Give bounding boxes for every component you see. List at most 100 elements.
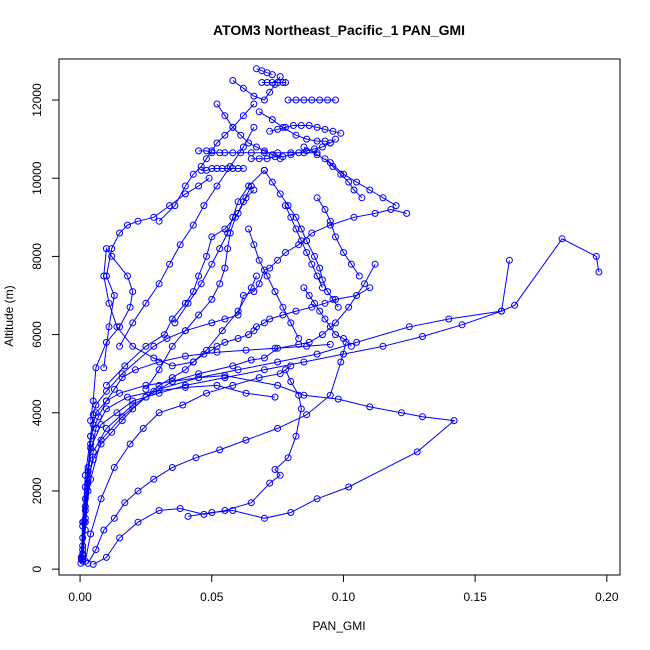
data-point [116, 323, 124, 331]
data-point [255, 108, 263, 116]
data-point [321, 155, 329, 163]
data-point [458, 321, 466, 329]
data-point [505, 256, 513, 264]
data-point [271, 466, 279, 473]
data-point [221, 112, 229, 120]
series-line [198, 150, 318, 154]
data-point [229, 362, 237, 370]
data-point [242, 389, 250, 397]
data-point [255, 155, 263, 163]
data-point [511, 301, 519, 309]
series-line [258, 111, 331, 144]
data-point [334, 303, 342, 311]
data-point [284, 96, 292, 104]
series-line [232, 76, 281, 101]
data-point [266, 264, 274, 272]
series-layer [77, 65, 603, 568]
series-line [87, 342, 347, 564]
data-point [292, 131, 300, 139]
data-point [110, 385, 118, 393]
data-point [311, 145, 318, 153]
data-point [197, 166, 205, 174]
data-point [287, 378, 295, 385]
series-26 [255, 108, 334, 147]
data-point [79, 552, 87, 559]
data-point [268, 151, 276, 159]
series-line [269, 125, 341, 134]
series-line [263, 170, 308, 242]
data-point [181, 383, 189, 391]
data-point [358, 194, 366, 202]
data-point [268, 71, 276, 79]
data-point [234, 335, 242, 342]
data-point [221, 338, 229, 346]
data-point [116, 534, 124, 542]
data-point [189, 221, 197, 229]
data-point [150, 213, 158, 221]
data-point [102, 553, 110, 561]
data-point [245, 331, 253, 339]
data-point [313, 137, 321, 145]
data-point [79, 542, 87, 550]
series-line [306, 240, 339, 308]
series-7 [89, 366, 305, 568]
data-point [392, 202, 400, 210]
data-point [192, 454, 200, 462]
data-point [229, 507, 237, 514]
data-point [168, 378, 176, 385]
series-line [251, 138, 336, 160]
series-19 [197, 165, 247, 174]
series-6 [77, 381, 279, 563]
series-11 [87, 245, 260, 425]
data-point [313, 151, 321, 159]
data-point [292, 432, 300, 440]
data-point [168, 362, 176, 370]
data-point [221, 131, 229, 139]
data-point [221, 507, 229, 514]
data-point [450, 417, 458, 425]
data-point [250, 100, 258, 108]
x-tick-label: 0.05 [200, 590, 224, 604]
data-point [245, 139, 253, 147]
data-point [216, 280, 224, 288]
series-9 [84, 338, 350, 567]
data-point [558, 235, 566, 243]
data-point [213, 100, 221, 108]
series-line [80, 343, 331, 558]
data-point [284, 202, 292, 210]
data-point [216, 245, 224, 253]
data-point [305, 122, 313, 129]
data-point [266, 479, 274, 487]
data-point [326, 340, 334, 348]
data-point [295, 391, 303, 399]
data-point [118, 374, 126, 382]
series-23 [253, 65, 276, 79]
data-point [181, 327, 189, 335]
data-point [234, 307, 242, 315]
data-point [110, 514, 118, 522]
data-point [121, 499, 129, 507]
data-point [139, 424, 147, 432]
data-point [84, 464, 92, 471]
data-point [181, 190, 189, 198]
data-point [160, 331, 168, 339]
data-point [203, 155, 210, 163]
data-point [195, 311, 203, 319]
data-point [129, 319, 137, 327]
data-point [321, 299, 329, 307]
data-point [326, 391, 334, 399]
data-point [124, 272, 131, 280]
data-point [405, 323, 413, 331]
data-point [247, 499, 255, 507]
data-point [345, 178, 353, 186]
data-point [366, 186, 374, 194]
data-point [166, 260, 174, 268]
y-axis: 0 2000 4000 6000 8000 10000 12000 [30, 83, 60, 572]
data-point [379, 342, 387, 350]
data-point [110, 292, 118, 299]
data-point [84, 559, 92, 567]
data-point [297, 237, 305, 245]
series-line [80, 384, 276, 560]
data-point [313, 272, 321, 280]
